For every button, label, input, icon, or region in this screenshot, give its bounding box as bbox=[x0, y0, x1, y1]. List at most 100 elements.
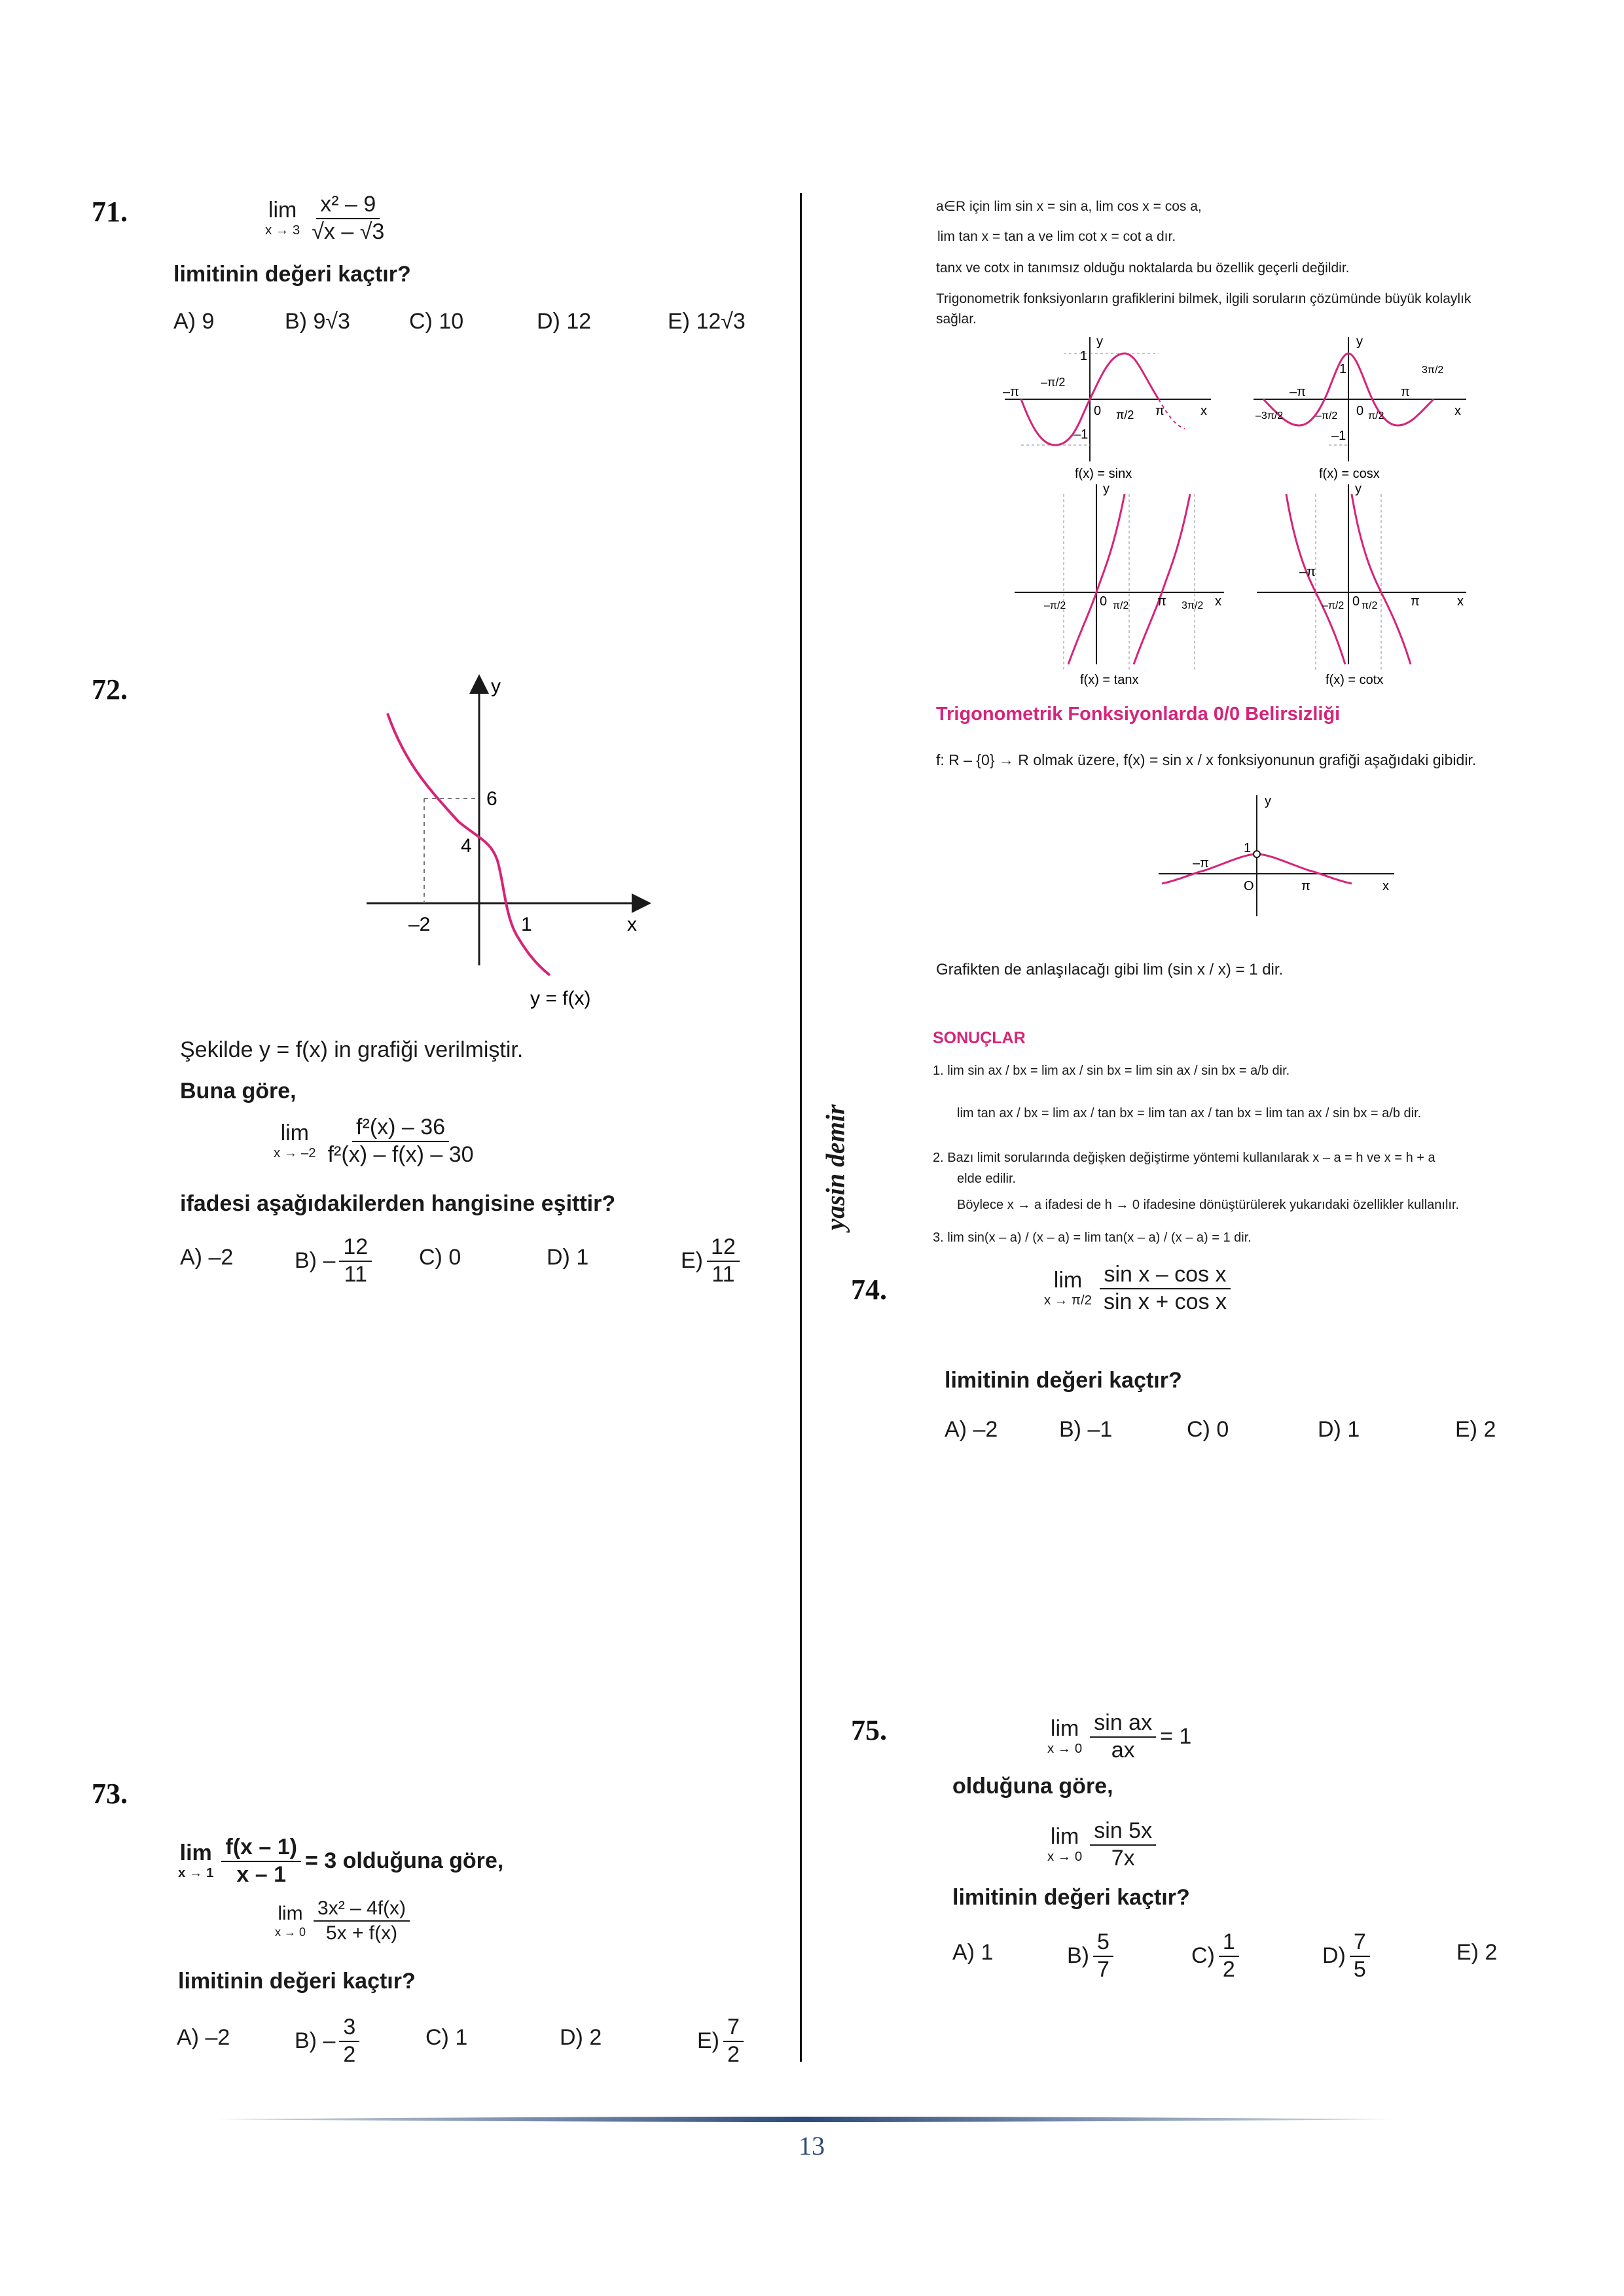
results-title: SONUÇLAR bbox=[933, 1029, 1026, 1047]
limit-expression: lim x → 0 sin 5x 7x bbox=[1047, 1819, 1160, 1870]
svg-text:0: 0 bbox=[1094, 404, 1101, 418]
svg-text:0: 0 bbox=[1356, 404, 1363, 418]
given-limit: lim x → 1 f(x – 1) x – 1 = 3 olduğuna göre… bbox=[178, 1835, 504, 1887]
info-line-1: a∈R için lim sin x = sin a, lim cos x = … bbox=[936, 199, 1202, 214]
result-2b: elde edilir. bbox=[957, 1172, 1017, 1186]
choice-d[interactable]: D) 2 bbox=[560, 2025, 602, 2050]
svg-text:π: π bbox=[1401, 385, 1410, 399]
svg-text:–π/2: –π/2 bbox=[1044, 600, 1066, 611]
choice-d[interactable]: D) 12 bbox=[537, 309, 592, 334]
choice-c[interactable]: C) 0 bbox=[419, 1245, 461, 1270]
choice-e[interactable]: E) 2 bbox=[1455, 1417, 1496, 1442]
choice-d[interactable]: D) 1 bbox=[547, 1245, 589, 1270]
choice-e[interactable]: E) 12√3 bbox=[668, 309, 746, 334]
result-1a: 1. lim sin ax / bx = lim ax / sin bx = l… bbox=[933, 1064, 1290, 1078]
result-3: 3. lim sin(x – a) / (x – a) = lim tan(x … bbox=[933, 1230, 1252, 1245]
question-number: 71. bbox=[92, 196, 128, 228]
watermark: yasin demir bbox=[820, 1104, 850, 1230]
choice-c[interactable]: C) 0 bbox=[1187, 1417, 1229, 1442]
choice-e[interactable]: E) 2 bbox=[1456, 1940, 1498, 1965]
svg-text:π: π bbox=[1411, 594, 1420, 609]
svg-text:–1: –1 bbox=[1074, 427, 1088, 442]
svg-text:3π/2: 3π/2 bbox=[1422, 365, 1443, 376]
cot-caption: f(x) = cotx bbox=[1326, 673, 1383, 687]
intro-text: Şekilde y = f(x) in grafiği verilmiştir. bbox=[180, 1037, 524, 1062]
x-label: x bbox=[627, 914, 637, 935]
choice-b[interactable]: B) –12 11 bbox=[295, 1235, 376, 1286]
question-number: 74. bbox=[851, 1274, 887, 1306]
svg-text:–π/2: –π/2 bbox=[1322, 600, 1344, 611]
svg-text:–π: –π bbox=[1290, 385, 1306, 399]
choice-e[interactable]: E) 12 11 bbox=[681, 1235, 744, 1286]
svg-text:0: 0 bbox=[1352, 594, 1360, 609]
question-number: 73. bbox=[92, 1778, 128, 1810]
lead-text: olduğuna göre, bbox=[952, 1774, 1113, 1799]
info-line-5: sağlar. bbox=[936, 312, 977, 327]
info-line-2: lim tan x = tan a ve lim cot x = cot a d… bbox=[937, 229, 1176, 244]
choice-b[interactable]: B) 9√3 bbox=[285, 309, 350, 334]
cot-branch bbox=[1350, 493, 1412, 665]
choice-d[interactable]: D) 7 5 bbox=[1322, 1930, 1374, 1981]
tan-caption: f(x) = tanx bbox=[1080, 673, 1138, 687]
sin-curve bbox=[1020, 352, 1160, 446]
given-limit: lim x → 0 sin ax ax = 1 bbox=[1047, 1710, 1192, 1763]
svg-text:–π: –π bbox=[1193, 856, 1209, 870]
svg-text:y: y bbox=[1096, 334, 1103, 349]
lead-text: Buna göre, bbox=[180, 1079, 297, 1103]
svg-text:π: π bbox=[1157, 594, 1166, 609]
svg-text:x: x bbox=[1215, 594, 1221, 609]
conclusion-text: Grafikten de anlaşılacağı gibi lim (sin … bbox=[936, 961, 1284, 978]
choice-a[interactable]: A) 9 bbox=[173, 309, 215, 334]
svg-text:1: 1 bbox=[1244, 841, 1251, 855]
tick-4: 4 bbox=[461, 835, 472, 857]
cot-graph: y x 0 –π –π/2 π/2 π f(x) = cotx bbox=[1257, 482, 1466, 687]
svg-text:–π: –π bbox=[1003, 385, 1019, 399]
svg-text:1: 1 bbox=[1339, 362, 1346, 376]
svg-text:x: x bbox=[1200, 404, 1207, 418]
svg-text:–π/2: –π/2 bbox=[1041, 376, 1065, 389]
choice-e[interactable]: E) 7 2 bbox=[697, 2015, 748, 2066]
choice-c[interactable]: C) 1 bbox=[425, 2025, 468, 2050]
choice-a[interactable]: A) –2 bbox=[180, 1245, 234, 1270]
question-text: limitinin değeri kaçtır? bbox=[173, 262, 411, 287]
choice-a[interactable]: A) –2 bbox=[177, 2025, 230, 2050]
svg-text:π/2: π/2 bbox=[1368, 410, 1384, 422]
svg-text:–1: –1 bbox=[1331, 429, 1346, 443]
sinc-graph: y x 1 O π –π bbox=[1159, 794, 1394, 916]
svg-text:1: 1 bbox=[1080, 349, 1087, 363]
choice-c[interactable]: C) 1 2 bbox=[1191, 1930, 1243, 1981]
choice-b[interactable]: B) –3 2 bbox=[295, 2015, 363, 2066]
question-number: 75. bbox=[851, 1714, 887, 1746]
result-2a: 2. Bazı limit sorularında değişken değiş… bbox=[933, 1151, 1435, 1165]
svg-text:0: 0 bbox=[1100, 594, 1107, 609]
svg-text:π/2: π/2 bbox=[1362, 600, 1377, 611]
limit-expression: lim x → –2 f²(x) – 36 f²(x) – f(x) – 30 bbox=[274, 1115, 474, 1167]
tick-minus-2: –2 bbox=[408, 914, 430, 935]
svg-text:y: y bbox=[1265, 794, 1271, 808]
page-number: 13 bbox=[799, 2131, 825, 2161]
info-line-3: tanx ve cotx in tanımsız olduğu noktalar… bbox=[936, 260, 1350, 276]
question-text: ifadesi aşağıdakilerden hangisine eşitti… bbox=[180, 1191, 616, 1216]
choice-d[interactable]: D) 1 bbox=[1318, 1417, 1360, 1442]
choice-a[interactable]: A) –2 bbox=[945, 1417, 998, 1442]
column-divider bbox=[800, 193, 802, 2062]
limit-expression: lim x → π/2 sin x – cos x sin x + cos x bbox=[1044, 1263, 1235, 1314]
tan-branch bbox=[1132, 493, 1191, 665]
cot-branch bbox=[1285, 493, 1346, 665]
choice-a[interactable]: A) 1 bbox=[952, 1940, 994, 1965]
curve bbox=[386, 713, 551, 977]
svg-text:x: x bbox=[1454, 404, 1461, 418]
choice-c[interactable]: C) 10 bbox=[409, 309, 464, 334]
svg-text:π/2: π/2 bbox=[1116, 408, 1134, 422]
svg-text:O: O bbox=[1244, 879, 1254, 893]
svg-text:x: x bbox=[1457, 594, 1464, 609]
result-2c: Böylece x → a ifadesi de h → 0 ifadesine… bbox=[957, 1198, 1460, 1212]
choice-b[interactable]: B) –1 bbox=[1059, 1417, 1113, 1442]
footer-rule bbox=[216, 2117, 1394, 2122]
tan-branch bbox=[1067, 493, 1126, 665]
choice-b[interactable]: B) 5 7 bbox=[1067, 1930, 1117, 1981]
svg-text:π/2: π/2 bbox=[1113, 600, 1128, 611]
sin-caption: f(x) = sinx bbox=[1075, 467, 1132, 481]
curve-label: y = f(x) bbox=[530, 988, 591, 1009]
question-number: 72. bbox=[92, 673, 128, 706]
